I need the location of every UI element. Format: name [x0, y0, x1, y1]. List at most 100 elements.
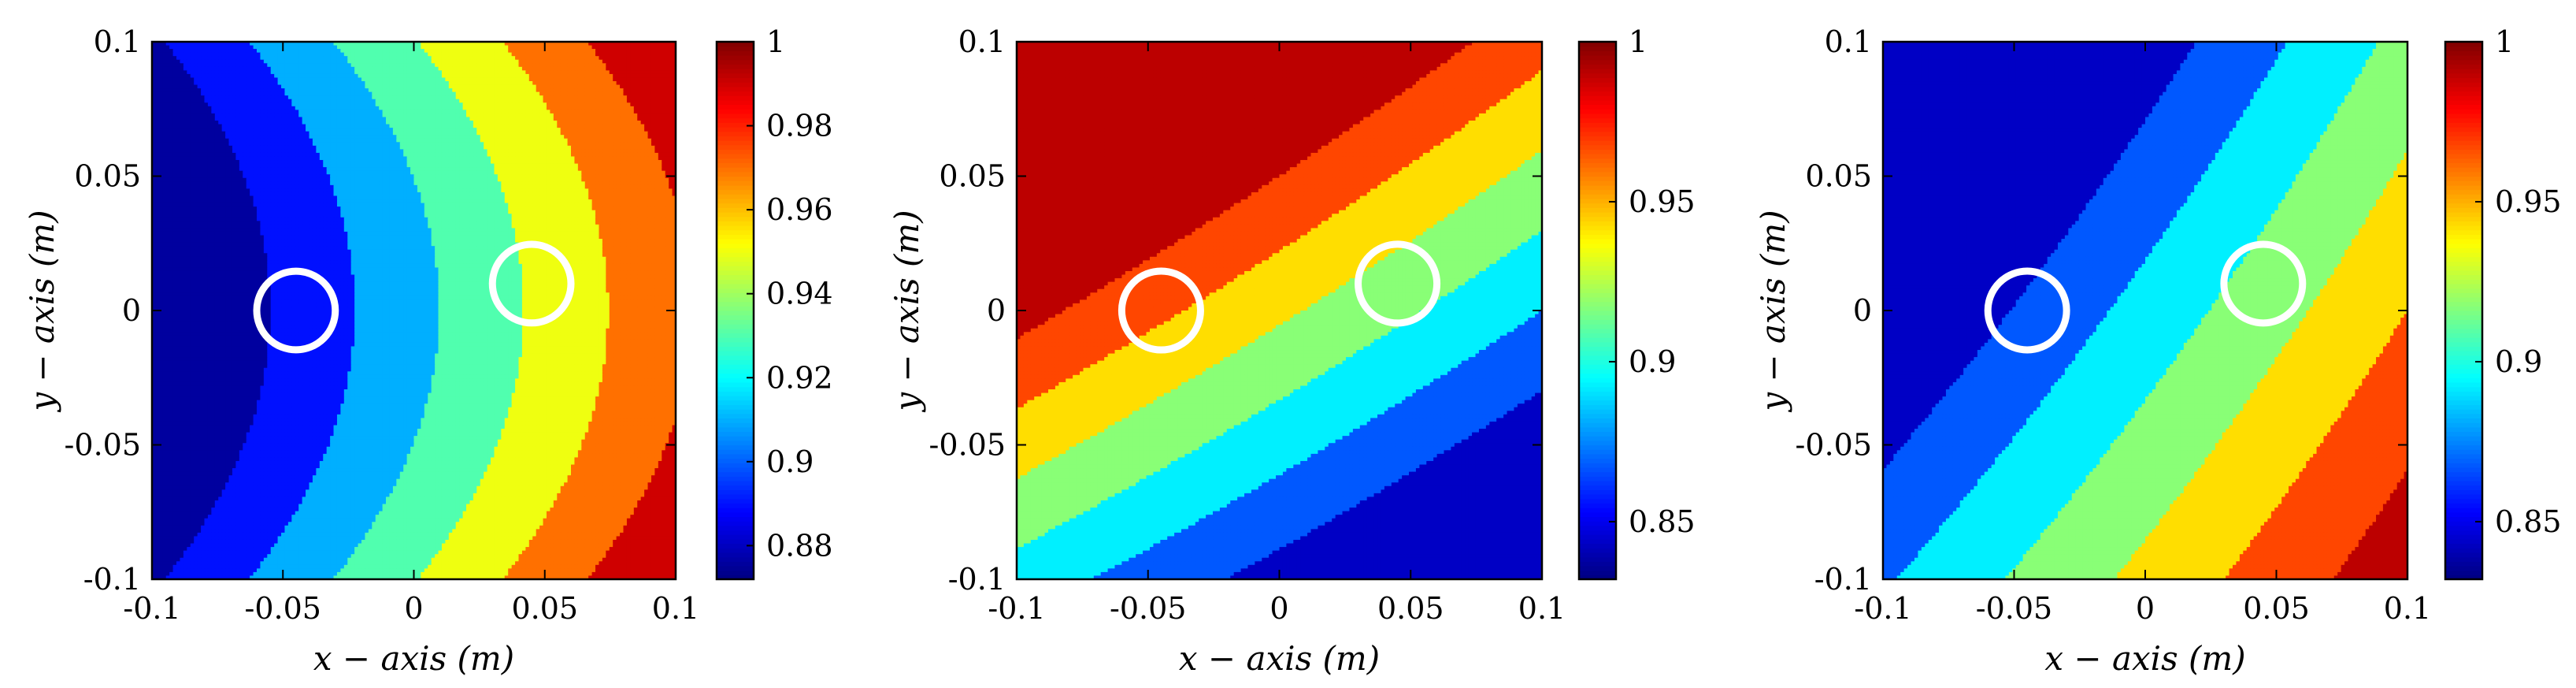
- heatmap-cell: [323, 63, 327, 67]
- heatmap-cell: [173, 60, 177, 64]
- heatmap-cell: [313, 56, 317, 60]
- heatmap-cell: [571, 49, 575, 53]
- heatmap-cell: [469, 67, 473, 71]
- heatmap-cell: [347, 53, 351, 57]
- heatmap-cell: [274, 56, 278, 60]
- heatmap-cell: [469, 53, 473, 57]
- heatmap-cell: [512, 56, 516, 60]
- heatmap-cell: [654, 49, 658, 53]
- heatmap-cell: [654, 60, 658, 64]
- heatmap-cell: [198, 60, 202, 64]
- heatmap-cell: [316, 53, 320, 57]
- heatmap-cell: [320, 60, 324, 64]
- heatmap-cell: [278, 46, 282, 50]
- heatmap-cell: [602, 56, 606, 60]
- heatmap-cell: [386, 63, 390, 67]
- heatmap-cell: [372, 63, 376, 67]
- heatmap-cell: [291, 49, 295, 53]
- heatmap-cell: [476, 56, 480, 60]
- heatmap-cell: [243, 46, 246, 50]
- heatmap-cell: [389, 46, 393, 50]
- heatmap-cell: [459, 60, 463, 64]
- heatmap-cell: [205, 49, 209, 53]
- heatmap-cell: [637, 53, 641, 57]
- heatmap-cell: [512, 49, 516, 53]
- heatmap-cell: [452, 49, 456, 53]
- heatmap-cell: [334, 56, 338, 60]
- heatmap-cell: [637, 60, 641, 64]
- heatmap-cell: [445, 56, 449, 60]
- heatmap-cell: [191, 49, 195, 53]
- heatmap-cell: [665, 60, 669, 64]
- heatmap-cell: [414, 60, 418, 64]
- heatmap-cell: [414, 63, 418, 67]
- heatmap-cell: [463, 46, 467, 50]
- heatmap-cell: [313, 46, 317, 50]
- heatmap-cell: [501, 46, 505, 50]
- heatmap-cell: [218, 56, 222, 60]
- heatmap-cell: [529, 63, 533, 67]
- heatmap-cell: [330, 60, 334, 64]
- heatmap-cell: [208, 46, 212, 50]
- heatmap-cell: [198, 70, 202, 74]
- heatmap-cell: [222, 56, 226, 60]
- heatmap-cell: [383, 49, 387, 53]
- heatmap-cell: [191, 56, 195, 60]
- heatmap-cell: [379, 53, 383, 57]
- heatmap-cell: [208, 56, 212, 60]
- heatmap-cell: [592, 49, 596, 53]
- heatmap-cell: [351, 67, 355, 71]
- heatmap-cell: [512, 60, 516, 64]
- heatmap-cell: [400, 46, 404, 50]
- heatmap-cell: [372, 67, 376, 71]
- heatmap-cell: [550, 56, 554, 60]
- heatmap-cell: [383, 56, 387, 60]
- heatmap-cell: [323, 53, 327, 57]
- heatmap-cell: [512, 63, 516, 67]
- heatmap-cell: [211, 53, 215, 57]
- heatmap-cell: [421, 46, 424, 50]
- heatmap-cell: [456, 56, 460, 60]
- heatmap-cell: [295, 67, 299, 71]
- heatmap-cell: [201, 67, 205, 71]
- heatmap-cell: [194, 56, 198, 60]
- heatmap-cell: [654, 53, 658, 57]
- heatmap-cell: [550, 60, 554, 64]
- heatmap-cell: [386, 56, 390, 60]
- heatmap-cell: [313, 53, 317, 57]
- heatmap-cell: [525, 56, 529, 60]
- heatmap-cell: [323, 60, 327, 64]
- heatmap-cell: [235, 53, 239, 57]
- heatmap-cell: [254, 63, 258, 67]
- heatmap-cell: [610, 46, 613, 50]
- heatmap-cell: [585, 60, 589, 64]
- heatmap-cell: [641, 67, 645, 71]
- heatmap-cell: [271, 67, 275, 71]
- heatmap-cell: [254, 56, 258, 60]
- heatmap-cell: [620, 56, 624, 60]
- heatmap-cell: [162, 53, 166, 57]
- heatmap-cell: [469, 63, 473, 67]
- heatmap-cell: [606, 49, 610, 53]
- heatmap-cell: [389, 53, 393, 57]
- heatmap-cell: [187, 70, 191, 74]
- heatmap-cell: [613, 46, 617, 50]
- heatmap-cell: [449, 46, 453, 50]
- heatmap-cell: [369, 46, 373, 50]
- heatmap-cell: [445, 49, 449, 53]
- heatmap-cell: [306, 53, 309, 57]
- heatmap-cell: [205, 70, 209, 74]
- heatmap-cell: [260, 67, 264, 71]
- heatmap-cell: [302, 49, 306, 53]
- heatmap-cell: [424, 63, 428, 67]
- heatmap-cell: [498, 46, 502, 50]
- heatmap-cell: [557, 53, 561, 57]
- heatmap-cell: [557, 56, 561, 60]
- heatmap-cell: [176, 56, 180, 60]
- heatmap-cell: [508, 56, 512, 60]
- heatmap-cell: [442, 56, 446, 60]
- heatmap-cell: [334, 60, 338, 64]
- heatmap-cell: [435, 67, 439, 71]
- heatmap-cell: [557, 49, 561, 53]
- heatmap-cell: [519, 49, 523, 53]
